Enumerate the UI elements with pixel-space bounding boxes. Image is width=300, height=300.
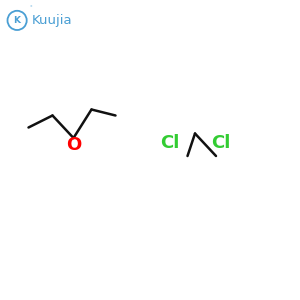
Text: Cl: Cl <box>160 134 179 152</box>
Text: °: ° <box>29 5 32 10</box>
Text: O: O <box>66 136 81 154</box>
Text: K: K <box>14 16 21 25</box>
Text: Cl: Cl <box>211 134 230 152</box>
Text: Kuujia: Kuujia <box>32 14 73 27</box>
